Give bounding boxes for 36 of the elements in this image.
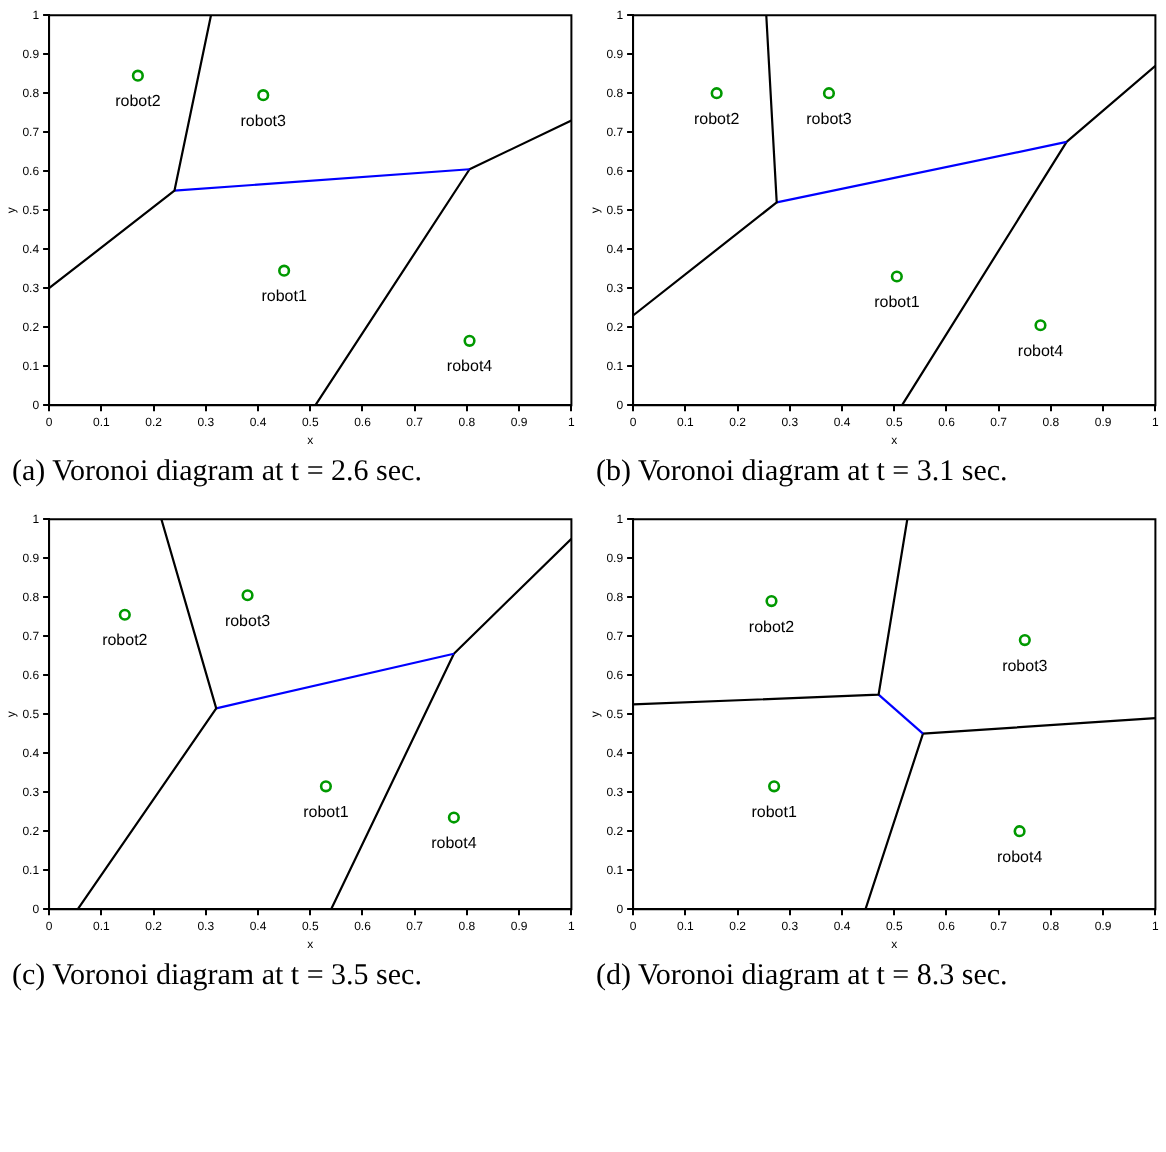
point [241, 589, 254, 602]
series-label: robot4 [996, 847, 1044, 866]
text: (a) Voronoi diagram at t = 2.6 sec. [10, 454, 424, 492]
series-label: robot2 [693, 109, 741, 128]
point [118, 608, 131, 621]
point [768, 780, 781, 793]
series-label: robot1 [303, 802, 350, 821]
series-label: robot3 [1002, 656, 1049, 675]
point [278, 264, 291, 277]
point [257, 89, 270, 102]
text: (b) Voronoi diagram at t = 3.1 sec. [594, 454, 1010, 492]
point [822, 87, 836, 100]
point [890, 270, 903, 283]
series-label: robot2 [115, 92, 162, 111]
series-label: robot3 [240, 111, 288, 130]
text: (c) Voronoi diagram at t = 3.5 sec. [10, 958, 424, 996]
series-label: robot4 [1017, 341, 1065, 360]
text: (d) Voronoi diagram at t = 8.3 sec. [594, 958, 1010, 996]
series-label: robot3 [224, 611, 272, 630]
series-label: robot1 [261, 287, 308, 306]
point [447, 811, 460, 824]
point [1018, 634, 1031, 647]
series-label: robot2 [748, 617, 796, 636]
series-label: robot1 [874, 292, 921, 311]
series-label: robot4 [431, 833, 478, 852]
series-label: robot4 [446, 357, 494, 376]
point [765, 595, 778, 608]
point [131, 69, 144, 82]
series-label: robot2 [102, 631, 149, 650]
point [710, 87, 723, 100]
series-label: robot3 [806, 109, 853, 128]
point [463, 334, 476, 347]
point [1034, 319, 1047, 332]
series-label: robot1 [751, 802, 798, 821]
point [1013, 825, 1026, 838]
point [319, 780, 333, 793]
